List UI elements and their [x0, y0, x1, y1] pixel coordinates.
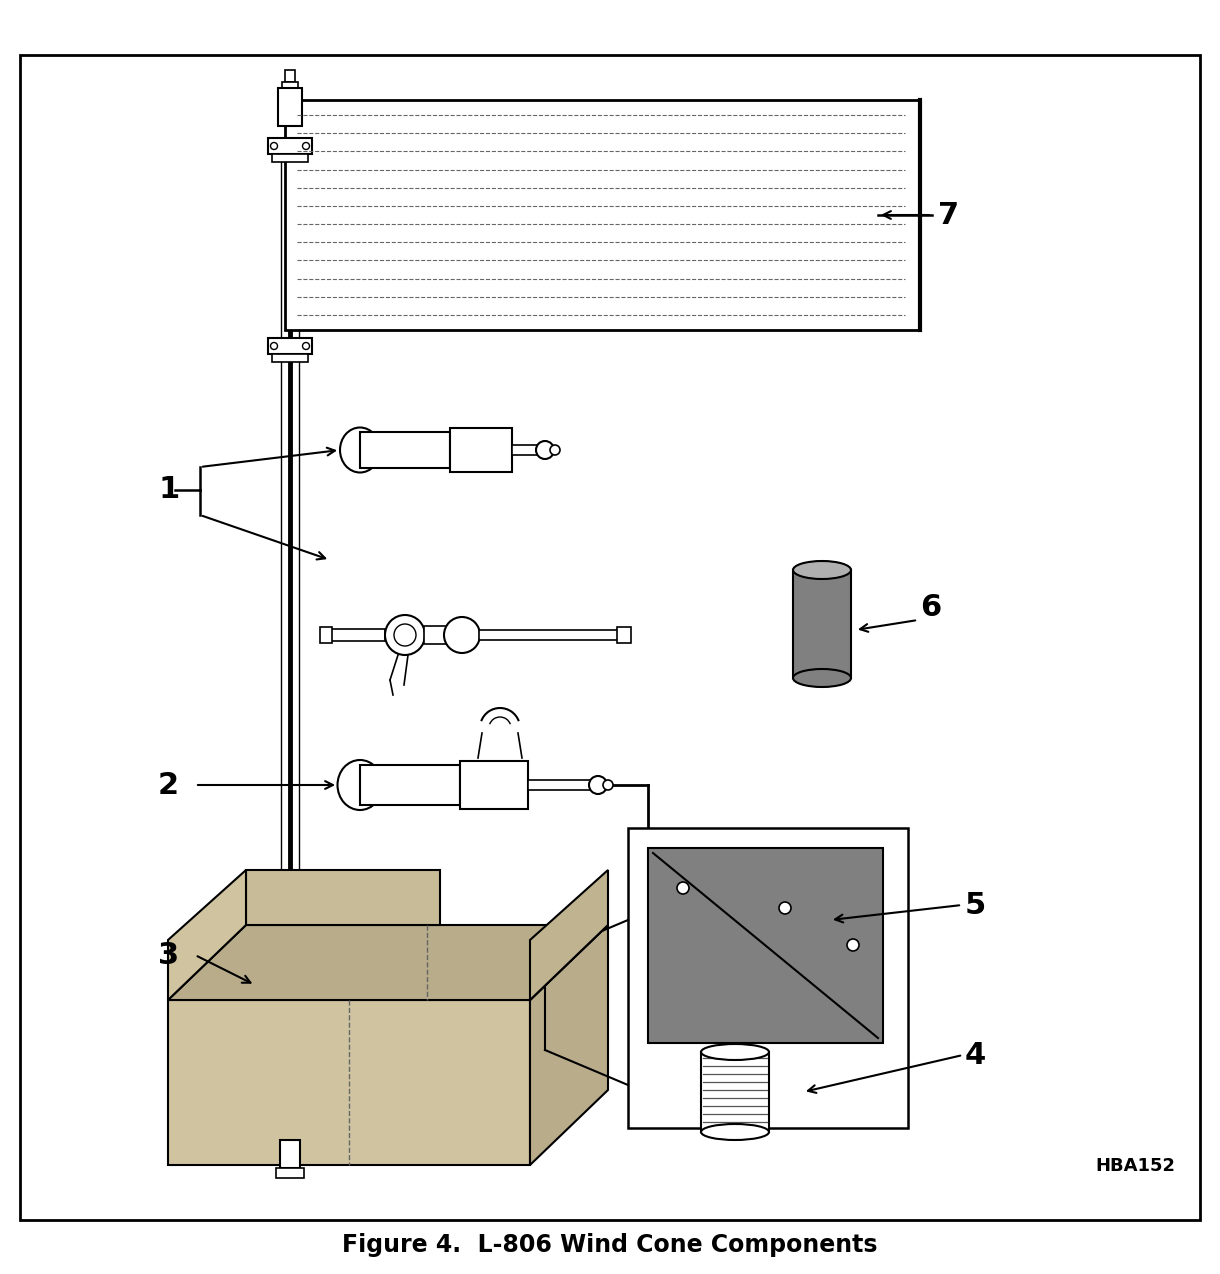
- Text: 2: 2: [159, 771, 179, 800]
- Text: 1: 1: [159, 475, 179, 505]
- Bar: [425, 626, 450, 643]
- Bar: [276, 1168, 304, 1178]
- Circle shape: [303, 343, 310, 349]
- Text: 3: 3: [159, 940, 179, 970]
- Ellipse shape: [589, 776, 608, 794]
- Circle shape: [847, 939, 859, 950]
- Text: HBA152: HBA152: [1096, 1157, 1175, 1175]
- Bar: [793, 569, 852, 678]
- Bar: [702, 1052, 769, 1133]
- Text: 6: 6: [920, 594, 942, 623]
- Text: 5: 5: [965, 891, 986, 920]
- Bar: [648, 848, 883, 1043]
- Polygon shape: [246, 870, 440, 925]
- Ellipse shape: [536, 441, 554, 459]
- Bar: [479, 631, 619, 640]
- Text: 4: 4: [965, 1041, 986, 1069]
- Ellipse shape: [338, 761, 383, 810]
- Bar: [360, 432, 450, 468]
- Bar: [281, 1140, 300, 1168]
- Bar: [278, 88, 303, 126]
- Ellipse shape: [550, 445, 560, 455]
- Polygon shape: [168, 870, 246, 1000]
- Bar: [272, 154, 307, 162]
- Bar: [282, 82, 298, 88]
- Circle shape: [780, 902, 791, 913]
- Bar: [460, 761, 528, 809]
- Bar: [329, 629, 386, 641]
- Bar: [512, 445, 542, 455]
- Bar: [285, 70, 295, 82]
- Polygon shape: [529, 870, 608, 1000]
- Text: 7: 7: [938, 200, 959, 229]
- Bar: [617, 627, 631, 643]
- Circle shape: [303, 143, 310, 149]
- Polygon shape: [168, 925, 608, 1000]
- Circle shape: [271, 143, 277, 149]
- Circle shape: [386, 615, 425, 655]
- Bar: [285, 99, 920, 330]
- Text: Figure 4.  L-806 Wind Cone Components: Figure 4. L-806 Wind Cone Components: [343, 1233, 877, 1257]
- Bar: [450, 428, 512, 471]
- Ellipse shape: [793, 561, 852, 578]
- Bar: [628, 828, 908, 1127]
- Circle shape: [677, 882, 689, 894]
- Ellipse shape: [793, 669, 852, 687]
- Bar: [268, 338, 312, 354]
- Circle shape: [444, 617, 479, 654]
- Ellipse shape: [702, 1124, 769, 1140]
- Polygon shape: [529, 925, 608, 1164]
- Bar: [360, 764, 460, 805]
- Polygon shape: [168, 1000, 529, 1164]
- Bar: [272, 354, 307, 362]
- Bar: [320, 627, 332, 643]
- Bar: [268, 138, 312, 154]
- Ellipse shape: [340, 428, 379, 473]
- Circle shape: [271, 343, 277, 349]
- Ellipse shape: [603, 780, 612, 790]
- Bar: [528, 780, 593, 790]
- Ellipse shape: [702, 1043, 769, 1060]
